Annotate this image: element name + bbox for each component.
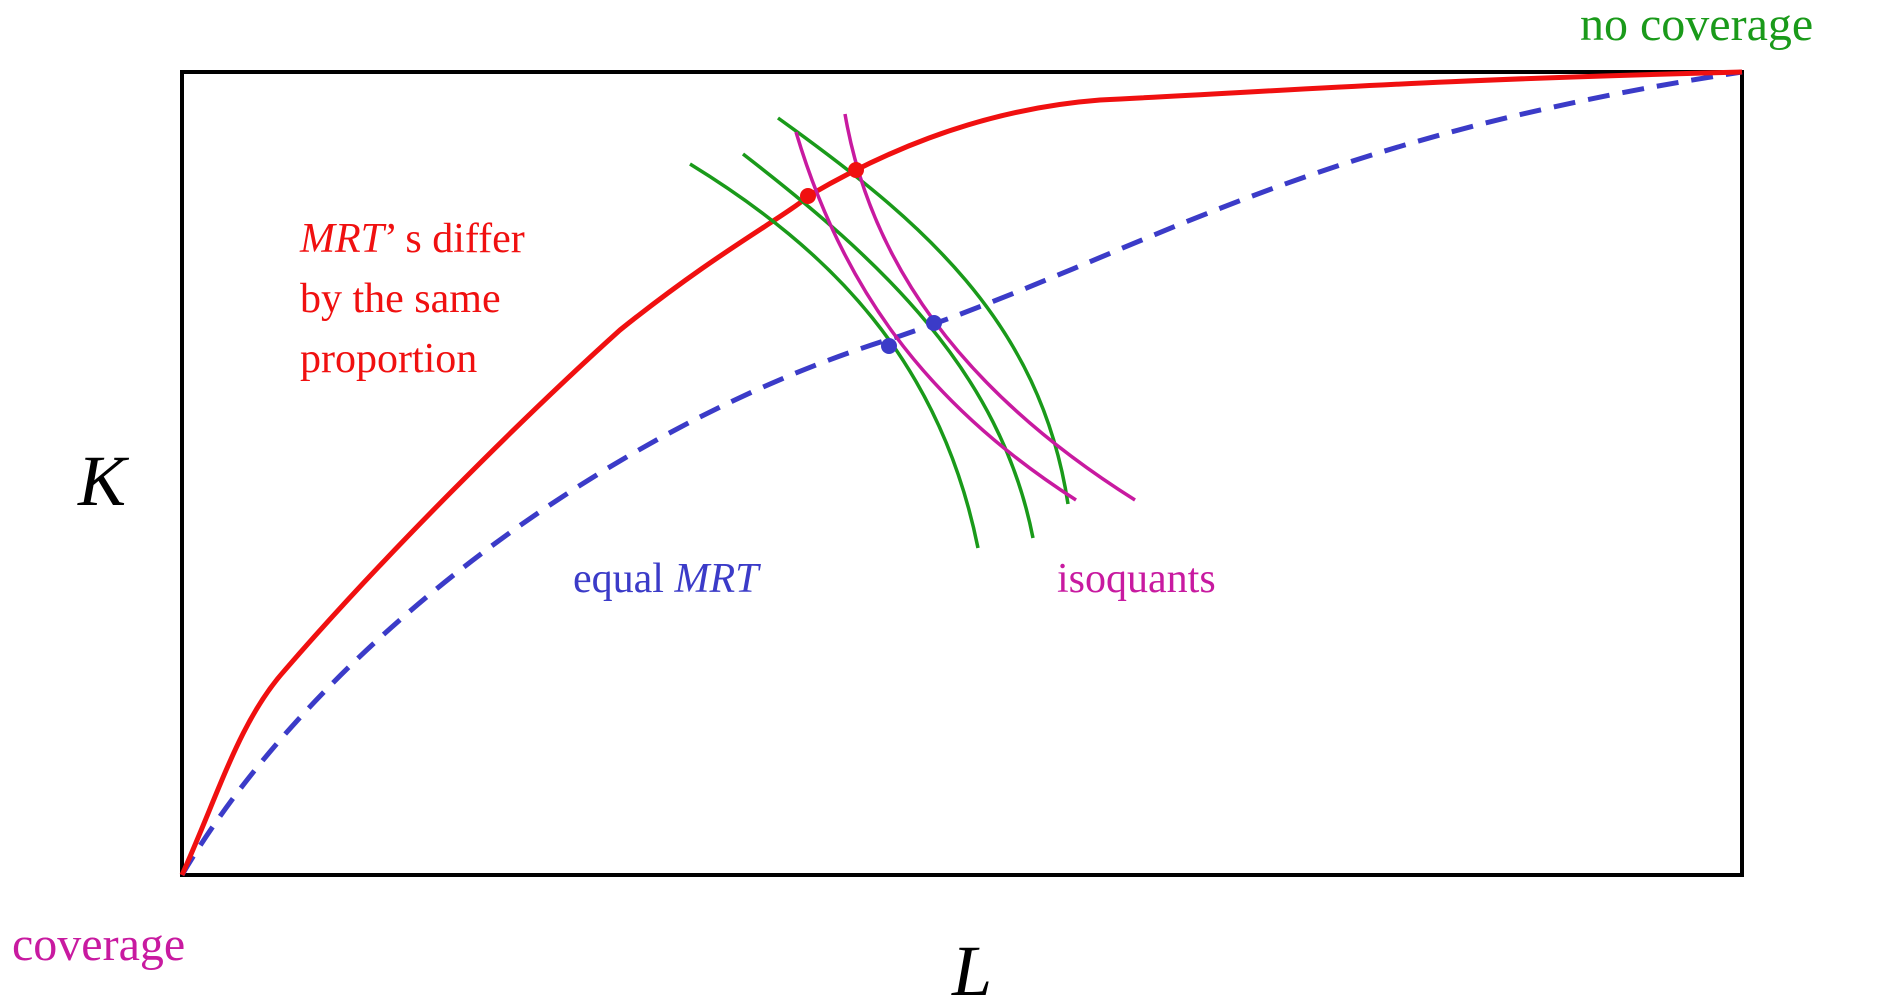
equal-mrt-label: equal MRT [573, 556, 761, 602]
mrt-differ-curve [179, 69, 1743, 877]
box-frame [180, 70, 1744, 877]
blue-tangency-point-1 [881, 338, 897, 354]
mrt-differ-note: MRT’ s differ by the same proportion [299, 216, 535, 382]
magenta-isoquant-1 [794, 131, 1077, 502]
blue-tangency-point-2 [926, 315, 942, 331]
equal-mrt-curve [179, 69, 1743, 877]
mrt-differ-note-line2: by the same [300, 276, 501, 322]
no-coverage-label: no coverage [1580, 0, 1813, 51]
green-isoquant-1 [689, 162, 980, 549]
coverage-label: coverage [12, 918, 185, 971]
x-axis-label: L [951, 931, 992, 1000]
y-axis-label: K [77, 441, 130, 521]
mrt-differ-note-line1: MRT’ s differ [299, 216, 535, 262]
isoquants-label: isoquants [1057, 556, 1216, 602]
red-tangency-point-1 [800, 188, 816, 204]
mrt-differ-note-line3: proportion [300, 336, 477, 382]
magenta-isoquant-2 [843, 113, 1136, 502]
green-isoquant-3 [776, 116, 1070, 505]
red-tangency-point-2 [848, 162, 864, 178]
